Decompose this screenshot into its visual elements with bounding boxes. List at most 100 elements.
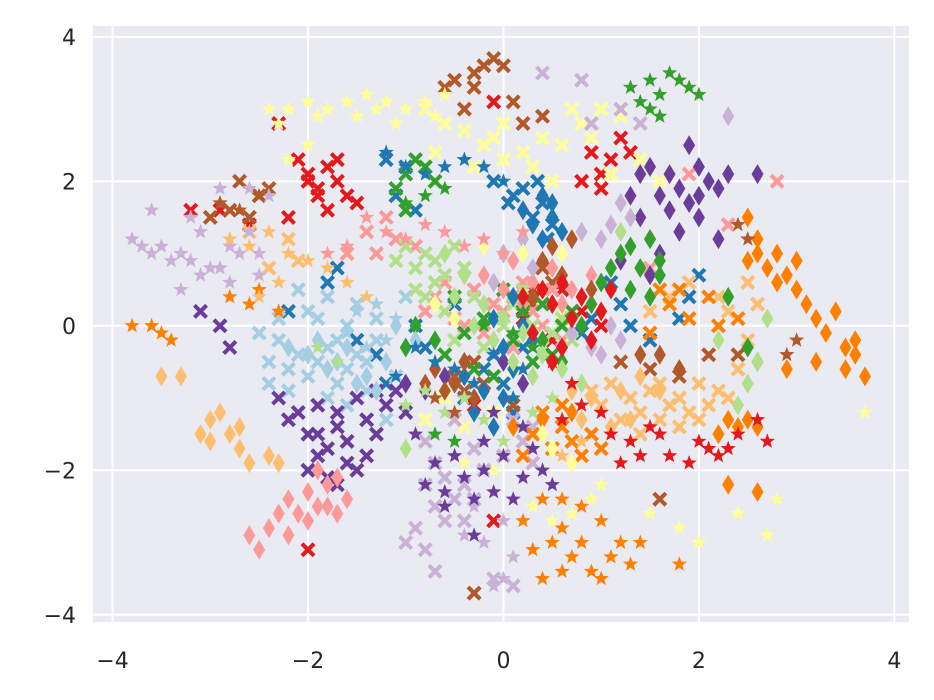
- star-marker-point: [769, 491, 785, 506]
- x-marker-point: [310, 397, 326, 413]
- star-marker-point: [222, 231, 238, 246]
- x-marker-point: [271, 390, 287, 406]
- diamond-marker-point: [692, 156, 705, 177]
- star-marker-point: [447, 361, 463, 376]
- diamond-marker-point: [780, 359, 793, 380]
- star-marker-point: [857, 404, 873, 419]
- diamond-marker-point: [731, 395, 744, 416]
- star-marker-point: [544, 476, 560, 492]
- x-marker-point: [456, 101, 472, 117]
- x-marker-point: [349, 332, 365, 348]
- star-marker-point: [153, 238, 169, 253]
- star-marker-point: [280, 245, 297, 260]
- x-marker-point: [642, 303, 658, 319]
- x-marker-point: [300, 542, 316, 558]
- diamond-marker-point: [614, 243, 627, 264]
- x-marker-point: [701, 397, 717, 413]
- star-marker-point: [261, 101, 277, 116]
- star-marker-point: [417, 216, 433, 232]
- diamond-marker-point: [546, 294, 559, 315]
- x-marker-point: [300, 368, 316, 384]
- star-marker-point: [192, 223, 209, 239]
- star-marker-point: [593, 512, 609, 528]
- star-marker-point: [300, 137, 316, 152]
- diamond-marker-point: [399, 438, 412, 459]
- x-marker-point: [193, 303, 208, 319]
- diamond-marker-point: [595, 301, 608, 322]
- x-marker-point: [222, 202, 238, 218]
- star-marker-point: [593, 476, 609, 492]
- star-marker-point: [153, 325, 169, 340]
- star-marker-point: [671, 520, 687, 535]
- star-marker-point: [476, 462, 492, 477]
- diamond-marker-point: [790, 279, 803, 300]
- diamond-marker-point: [712, 330, 725, 351]
- x-marker-point: [593, 101, 609, 117]
- x-marker-point: [525, 354, 541, 370]
- x-marker-point: [280, 231, 296, 247]
- star-marker-point: [417, 476, 433, 492]
- x-marker-point: [505, 578, 521, 594]
- diamond-marker-point: [683, 192, 696, 213]
- diamond-marker-point: [556, 221, 569, 242]
- x-marker-point: [495, 58, 511, 74]
- x-marker-point: [427, 173, 443, 189]
- x-marker-point: [329, 173, 345, 189]
- diamond-marker-point: [614, 192, 627, 213]
- star-marker-point: [515, 418, 531, 434]
- star-marker-point: [378, 332, 394, 347]
- star-marker-point: [710, 447, 726, 463]
- star-marker-point: [456, 469, 472, 484]
- star-marker-point: [515, 223, 531, 239]
- star-marker-point: [417, 93, 433, 109]
- star-marker-point: [505, 549, 521, 564]
- star-marker-point: [740, 231, 756, 246]
- star-marker-point: [574, 433, 590, 448]
- diamond-marker-point: [604, 279, 617, 300]
- diamond-marker-point: [575, 221, 588, 242]
- star-marker-point: [407, 339, 424, 354]
- star-marker-point: [525, 440, 541, 456]
- diamond-marker-point: [370, 380, 383, 401]
- x-marker-point: [515, 448, 531, 464]
- x-marker-point: [359, 412, 375, 428]
- diamond-marker-point: [624, 236, 637, 257]
- diamond-marker-point: [556, 337, 569, 358]
- diamond-marker-point: [429, 330, 442, 351]
- star-marker-point: [437, 498, 453, 513]
- x-marker-point: [632, 426, 648, 442]
- diamond-marker-point: [546, 236, 559, 257]
- x-axis-ticks: −4 −2 0 2 4: [96, 649, 901, 674]
- star-marker-point: [447, 447, 463, 463]
- diamond-marker-point: [761, 308, 774, 329]
- y-tick-label: 2: [62, 170, 76, 195]
- diamond-marker-point: [692, 185, 705, 206]
- star-marker-point: [505, 491, 521, 506]
- x-marker-point: [574, 72, 590, 88]
- diamond-marker-point: [526, 272, 539, 293]
- x-marker-point: [408, 520, 423, 536]
- x-marker-point: [554, 397, 570, 413]
- diamond-marker-point: [634, 366, 647, 387]
- star-marker-point: [534, 491, 551, 506]
- x-marker-point: [417, 303, 433, 319]
- x-tick-label: −4: [96, 649, 128, 674]
- x-marker-point: [261, 376, 277, 392]
- star-marker-point: [564, 375, 580, 391]
- diamond-marker-point: [585, 330, 598, 351]
- diamond-marker-point: [595, 344, 608, 365]
- star-marker-point: [476, 411, 492, 427]
- x-marker-point: [525, 159, 541, 175]
- star-marker-point: [495, 433, 512, 448]
- diamond-marker-point: [497, 351, 510, 372]
- star-marker-point: [691, 433, 707, 448]
- x-marker-point: [339, 361, 355, 377]
- data-points: [124, 51, 873, 601]
- star-marker-point: [701, 440, 717, 456]
- diamond-marker-point: [497, 279, 510, 300]
- x-marker-point: [730, 361, 746, 377]
- star-marker-point: [173, 281, 189, 297]
- diamond-marker-point: [663, 200, 676, 221]
- star-marker-point: [466, 491, 482, 506]
